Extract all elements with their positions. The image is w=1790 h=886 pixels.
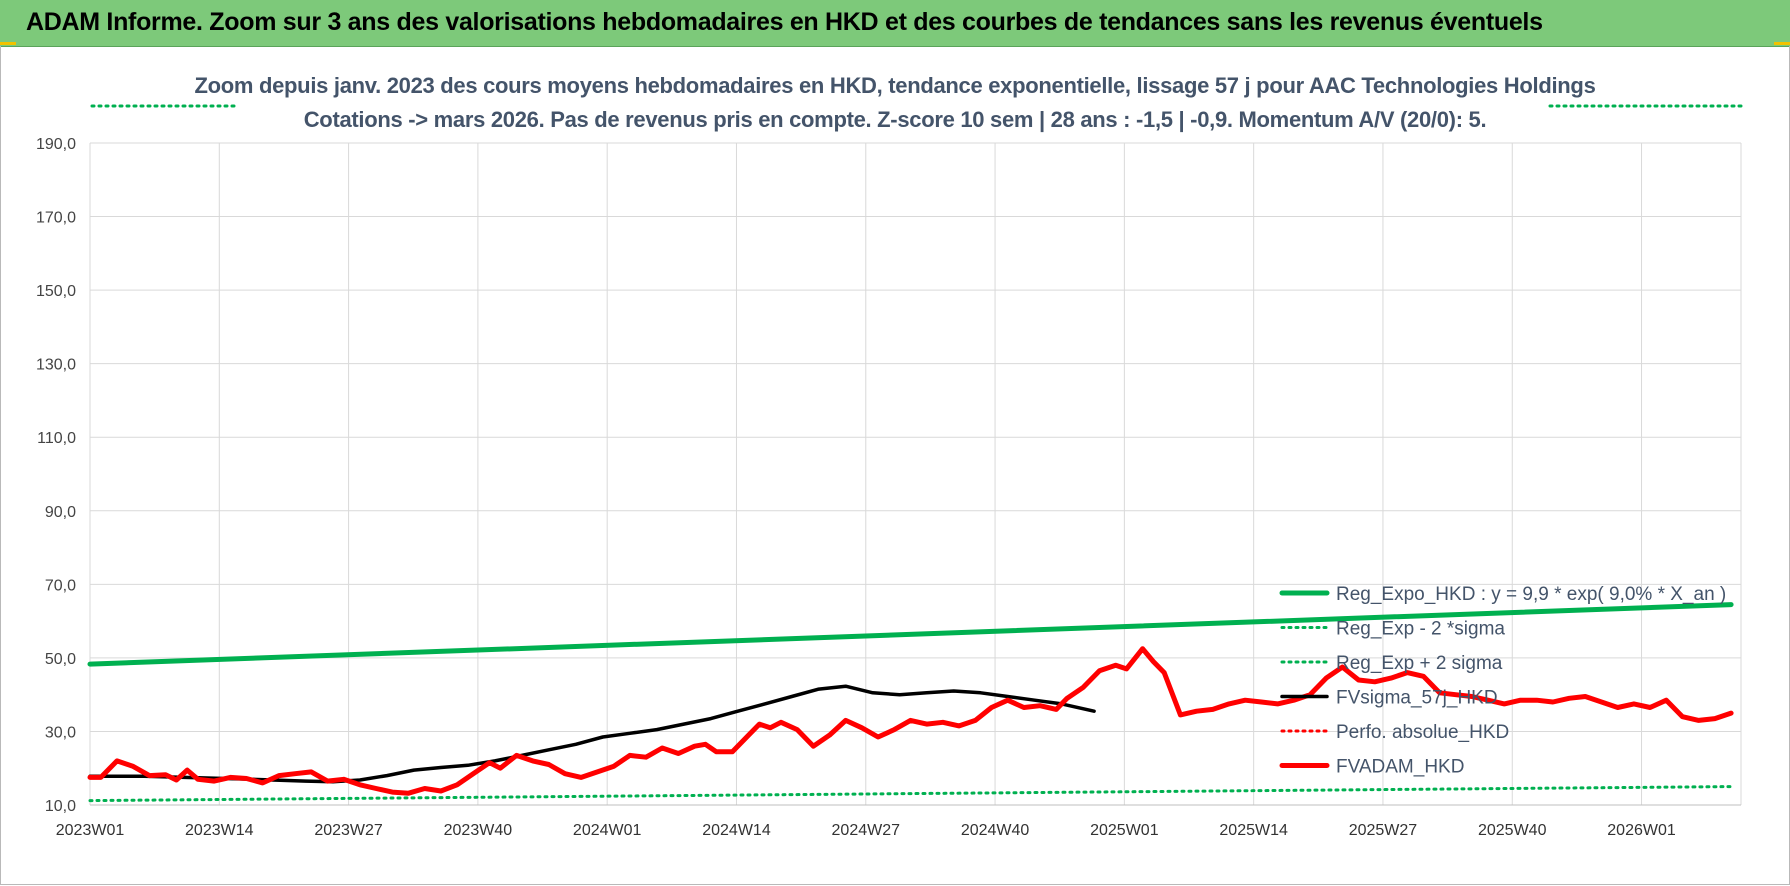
axis-layer: 190,0 170,0 150,0 130,0 110,0 90,0 70,0 50,0 30,… (36, 136, 1741, 839)
series-line-reg-exp-minus-2sigma (88, 785, 1733, 803)
legend-layer: Reg_Expo_HKD : y = 9,9 * exp( 9,0% * X_a… (1279, 584, 1726, 778)
series-line-fvadam (87, 646, 1734, 796)
x-tick-label: 2024W40 (961, 822, 1030, 839)
x-tick-label: 2023W14 (185, 822, 254, 839)
y-tick-label: 70,0 (45, 577, 76, 594)
x-tick-label: 2025W27 (1349, 822, 1418, 839)
chart-subtitle: Cotations -> mars 2026. Pas de revenus p… (303, 107, 1487, 132)
x-tick-label: 2023W01 (56, 822, 125, 839)
corner-mark-left (0, 42, 16, 45)
x-tick-label: 2026W01 (1607, 822, 1676, 839)
chart-title: Zoom depuis janv. 2023 des cours moyens … (194, 73, 1596, 98)
y-tick-label: 190,0 (36, 136, 76, 153)
y-tick-label: 10,0 (45, 798, 76, 815)
x-tick-label: 2025W14 (1219, 822, 1288, 839)
legend-label: FVADAM_HKD (1336, 757, 1464, 778)
x-tick-label: 2025W40 (1478, 822, 1547, 839)
x-tick-label: 2024W01 (573, 822, 642, 839)
legend-label: Reg_Exp - 2 *sigma (1336, 619, 1505, 640)
y-tick-label: 170,0 (36, 210, 76, 227)
x-tick-label: 2023W40 (444, 822, 513, 839)
series-line-reg-expo (87, 602, 1734, 667)
report-banner-title: ADAM Informe. Zoom sur 3 ans des valoris… (26, 8, 1543, 36)
y-tick-label: 30,0 (45, 724, 76, 741)
y-tick-label: 50,0 (45, 651, 76, 668)
y-tick-label: 150,0 (36, 283, 76, 300)
series-layer (87, 104, 1744, 803)
report-banner: ADAM Informe. Zoom sur 3 ans des valoris… (0, 0, 1790, 47)
y-tick-label: 110,0 (37, 430, 76, 447)
series-line-fvsigma (88, 684, 1096, 784)
x-tick-label: 2023W27 (314, 822, 383, 839)
x-tick-label: 2024W14 (702, 822, 771, 839)
grid-layer (89, 142, 1742, 806)
y-tick-label: 90,0 (45, 504, 76, 521)
legend-label: Reg_Expo_HKD : y = 9,9 * exp( 9,0% * X_a… (1336, 584, 1726, 605)
x-tick-label: 2024W27 (832, 822, 901, 839)
x-tick-label: 2025W01 (1090, 822, 1159, 839)
legend-label: Perfo. absolue_HKD (1336, 722, 1509, 743)
legend-label: FVsigma_57j_HKD (1336, 688, 1498, 709)
corner-mark-right (1774, 42, 1790, 45)
legend-label: Reg_Exp + 2 sigma (1336, 653, 1503, 674)
y-tick-label: 130,0 (36, 357, 76, 374)
